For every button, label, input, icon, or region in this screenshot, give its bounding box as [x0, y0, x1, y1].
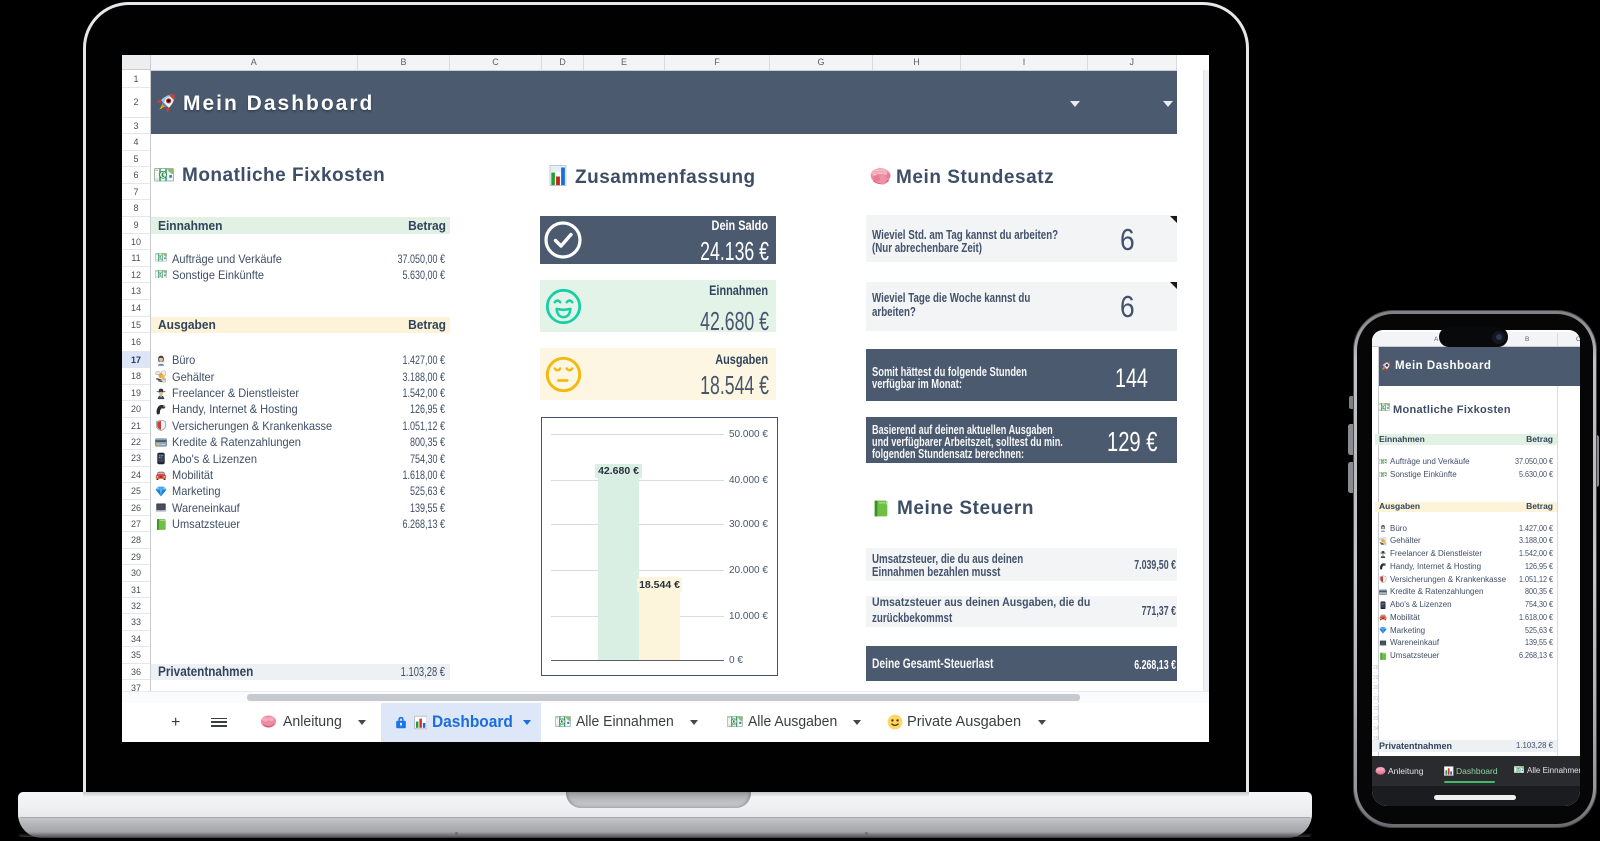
- svg-text:€: €: [159, 255, 162, 259]
- svg-text:€: €: [733, 719, 736, 725]
- svg-text:€: €: [161, 172, 165, 179]
- svg-text:€: €: [159, 272, 162, 276]
- svg-text:€: €: [1518, 768, 1520, 772]
- svg-text:€: €: [1382, 405, 1384, 409]
- svg-text:€: €: [1382, 473, 1384, 476]
- svg-text:€: €: [561, 719, 564, 725]
- svg-text:€: €: [1382, 460, 1384, 463]
